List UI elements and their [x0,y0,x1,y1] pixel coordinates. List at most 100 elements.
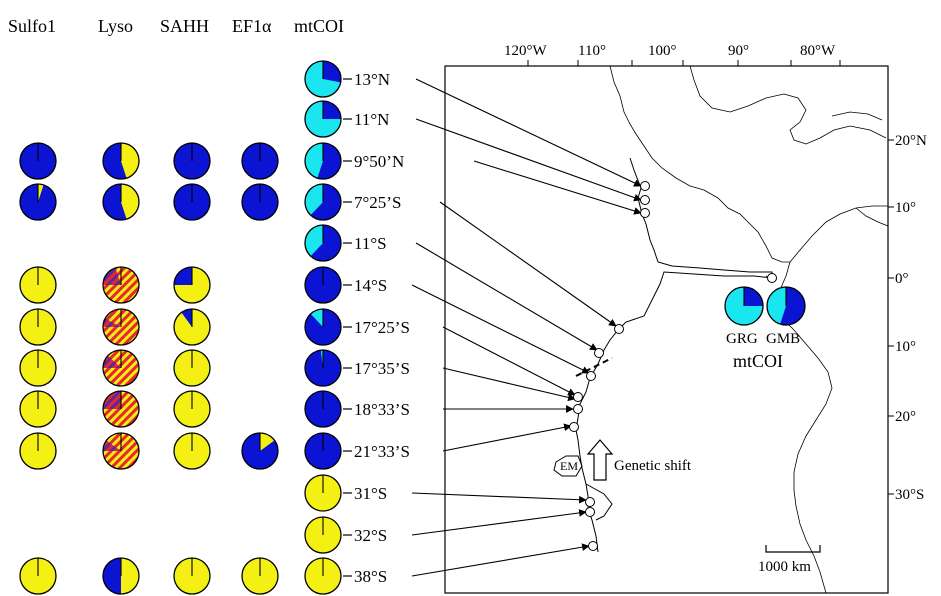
site-label-5: 14°S [354,276,387,295]
map-right-ticks [888,139,894,495]
inset-pies [724,286,806,326]
pie-sulfo1-row-3 [19,183,57,221]
lon-label-120w: 120°W [504,43,547,59]
pie-sahh-row-3 [173,183,211,221]
pie-mtcoi-row-3 [304,183,342,221]
pie-lyso-row-3 [102,183,140,221]
genetic-break-line [575,357,613,377]
arrow-row-2 [473,160,642,215]
arrow-row-9 [442,423,572,452]
site-label-1: 11°N [354,110,389,129]
pie-mtcoi-row-10 [304,474,342,512]
lat-label-30s: 30°S [895,487,924,503]
arrow-row-6 [442,326,576,396]
site-marker-2 [640,208,650,218]
pie-slice-yellow [38,184,44,202]
inset-pie-label-grg: GRG [726,331,758,347]
genetic-shift-arrow [586,439,614,481]
pie-mtcoi-row-11 [304,516,342,554]
site-label-7: 17°35’S [354,359,410,378]
arrow-row-4 [415,242,598,351]
pie-sahh-row-8 [173,390,211,428]
site-label-2: 9°50’N [354,152,404,171]
map-top-ticks [527,60,841,66]
site-marker-galapagos [767,273,777,283]
pie-slice-blue [744,287,763,306]
pie-slice-blue-hybrid [103,318,121,327]
ridge-offset-tail [585,483,613,521]
arrow-row-0 [415,78,642,187]
pie-grid [19,60,342,595]
pie-lyso-row-2 [102,142,140,180]
pie-mtcoi-row-1 [304,100,342,138]
lat-label-0: 0° [895,271,909,287]
coastline-cuba [831,111,883,121]
pie-sulfo1-row-8 [19,390,57,428]
pie-sulfo1-row-6 [19,308,57,346]
pie-sahh-row-12 [173,557,211,595]
pie-sulfo1-row-7 [19,349,57,387]
map-panel: 120°W 110° 100° 90° 80°W 20°N 10° 0° 10°… [444,43,927,594]
site-marker-3 [614,324,624,334]
site-marker-4 [594,348,604,358]
pie-lyso-row-6 [102,308,140,346]
lon-label-90: 90° [728,43,749,59]
scale-label: 1000 km [758,559,811,575]
site-marker-8 [569,422,579,432]
site-marker-9 [585,497,595,507]
lon-label-110: 110° [578,43,606,59]
pie-lyso-row-9 [102,432,140,470]
arrow-row-12 [411,543,590,577]
pie-ef1a-row-2 [241,142,279,180]
site-label-6: 17°25’S [354,318,410,337]
pie-slice-yellow [121,143,139,179]
pie-slice-blue [310,184,341,220]
site-marker-1 [640,195,650,205]
site-marker-10 [585,507,595,517]
inset-pie-gmb [766,286,806,326]
scale-bar [765,545,821,553]
column-headers: Sulfo1 Lyso SAHH EF1α mtCOI [8,16,344,36]
pie-sulfo1-row-2 [19,142,57,180]
lat-label-20n: 20°N [895,133,927,149]
pie-lyso-row-5 [102,266,140,304]
pie-slice-blue [323,61,341,83]
site-marker-0 [640,181,650,191]
pie-lyso-row-8 [102,390,140,428]
site-label-12: 38°S [354,567,387,586]
pie-mtcoi-row-7 [304,349,342,387]
inset-pie-label-gmb: GMB [766,331,800,347]
inset-caption: mtCOI [733,351,783,371]
pie-sahh-row-9 [173,432,211,470]
site-circles [569,181,777,551]
coastline-caribbean [789,205,888,263]
inset-pie-grg [724,286,764,326]
pie-mtcoi-row-12 [304,557,342,595]
pie-slice-blue-hybrid [103,391,121,409]
pie-mtcoi-row-9 [304,432,342,470]
site-label-8: 18°33’S [354,400,410,419]
arrow-row-1 [415,118,642,202]
site-marker-6 [573,392,583,402]
pie-mtcoi-row-2 [304,142,342,180]
site-label-11: 32°S [354,526,387,545]
site-label-4: 11°S [354,234,387,253]
pie-mtcoi-row-0 [304,60,342,98]
pie-sulfo1-row-5 [19,266,57,304]
pie-slice-blue [323,101,341,119]
site-label-3: 7°25’S [354,193,401,212]
easter-microplate [553,455,583,477]
pie-mtcoi-row-5 [304,266,342,304]
pie-sahh-row-7 [173,349,211,387]
pie-mtcoi-row-6 [304,308,342,346]
em-label: EM [560,459,578,473]
latitude-labels: 13°N 11°N 9°50’N 7°25’S 11°S 14°S 17°25’S 17°35… [343,70,410,586]
pie-sulfo1-row-9 [19,432,57,470]
column-header-3: EF1α [232,16,272,36]
pie-slice-yellow [121,184,139,220]
pie-sulfo1-row-12 [19,557,57,595]
pie-slice-yellow [121,558,139,594]
lat-label-20s: 20° [895,409,916,425]
genetic-shift-label: Genetic shift [614,458,692,474]
